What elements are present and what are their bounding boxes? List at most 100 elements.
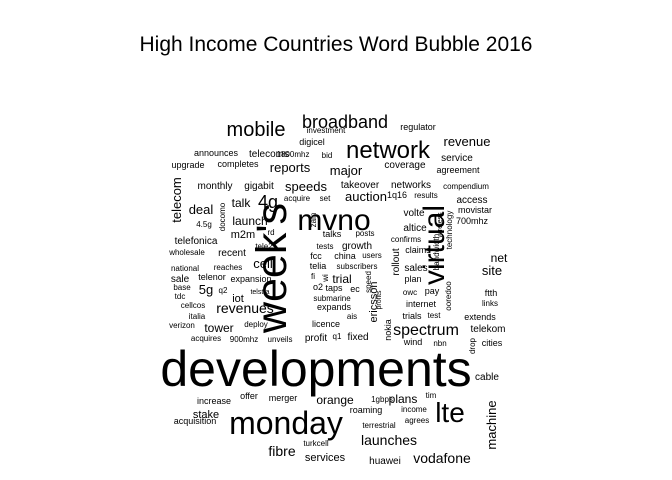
word-mvno: mvno [297,204,370,237]
word-lte: lte [435,397,465,428]
word-orange: orange [316,393,354,407]
word-talk: talk [232,196,252,210]
word-tdc: tdc [175,292,186,301]
word-italia: italia [189,312,206,321]
word-tower: tower [204,321,233,335]
word-developments: developments [160,341,471,397]
word-telekom: telekom [470,324,505,335]
word-zain: zain [309,213,318,228]
word-trials: trials [402,311,422,321]
word-owc: owc [403,288,417,297]
word-site: site [482,263,502,278]
word-compendium: compendium [443,182,489,191]
word-major: major [330,163,363,178]
word-monthly: monthly [197,181,232,192]
word-plans: plans [389,392,418,406]
word-services: services [305,452,346,464]
word-bid: bid [322,151,333,160]
word-results: results [414,191,438,200]
word-tim: tim [426,391,437,400]
word-ec: ec [350,284,360,294]
word-drop: drop [468,337,477,354]
word-coverage: coverage [384,160,426,171]
word-wi: wi [321,274,330,283]
word-verizon: verizon [169,321,195,330]
word-completes: completes [217,159,259,169]
word-4g: 4g [258,192,278,212]
word-bandwidth: bandwidth [432,234,441,270]
word-cable: cable [475,372,499,383]
word-q1: q1 [333,332,342,341]
word-taps: taps [325,283,343,293]
word-base: base [173,283,191,292]
word-growth: growth [342,241,372,252]
word-launches: launches [361,432,417,448]
word-licence: licence [312,319,340,329]
word-deal: deal [189,202,214,217]
word-expands: expands [317,302,352,312]
word-5g: 5g [199,282,213,297]
word-fixed: fixed [347,332,368,343]
word-revenues: revenues [216,300,274,316]
word-links: links [482,299,498,308]
word-broadband: broadband [302,112,388,132]
word-announces: announces [194,148,239,158]
word-plan: plan [404,274,421,284]
word-mobile: mobile [227,119,286,141]
word-investment: investment [307,126,346,135]
word-unveils: unveils [268,335,293,344]
word-merger: merger [269,393,298,403]
word-roaming: roaming [350,405,383,415]
word-nokia: nokia [383,319,393,341]
word-rollout: rollout [391,248,402,275]
word-monday: monday [229,405,343,441]
word-telecoms: telecoms [249,149,289,160]
word-cities: cities [482,338,503,348]
word-ftth: ftth [485,288,498,298]
word-confirms: confirms [391,235,421,244]
word-q2: q2 [219,286,228,295]
word-internet: internet [406,299,437,309]
word-speeds: speeds [285,179,327,194]
word-takeover: takeover [341,180,380,191]
word-900mhz: 900mhz [230,335,258,344]
word-acquisition: acquisition [174,416,217,426]
word-1800mhz: 1800mhz [277,150,310,159]
word-set: set [320,194,331,203]
word-huawei: huawei [369,456,401,467]
word-nbn: nbn [433,339,446,348]
word-stake: stake [193,409,219,421]
word-auction: auction [345,189,387,204]
word-movistar: movistar [458,205,492,215]
word-telia: telia [310,261,327,271]
word-users: users [362,251,382,260]
word-sale: sale [171,274,190,285]
word-cell: cell [253,256,273,271]
word-extends: extends [464,312,496,322]
word-claims: claims [405,245,431,255]
word-volte: volte [403,208,425,219]
word-machine: machine [484,400,499,449]
word-ooredoo: ooredoo [444,281,453,311]
word-expansion: expansion [230,274,271,284]
word-china: china [334,251,356,261]
word-profits: profits [376,290,383,310]
word-turkcell: turkcell [303,439,329,448]
word-network: network [346,137,431,164]
word-pay: pay [425,286,440,296]
word-1gbps: 1gbps [371,395,393,404]
word-rd: rd [267,228,274,237]
word-4-5g: 4.5g [196,220,212,229]
chart-title: High Income Countries Word Bubble 2016 [139,33,533,56]
word-terrestrial: terrestrial [362,421,396,430]
word-deploy: deploy [244,320,268,329]
word-ericsson: ericsson [368,282,380,323]
word-tele2: tele2 [255,242,273,251]
word-telefonica: telefonica [175,236,218,247]
word-700mhz: 700mhz [456,216,489,226]
word-fibre: fibre [268,443,295,459]
word-submarine: submarine [313,294,351,303]
word-ais: ais [347,312,357,321]
word-posts: posts [355,229,374,238]
